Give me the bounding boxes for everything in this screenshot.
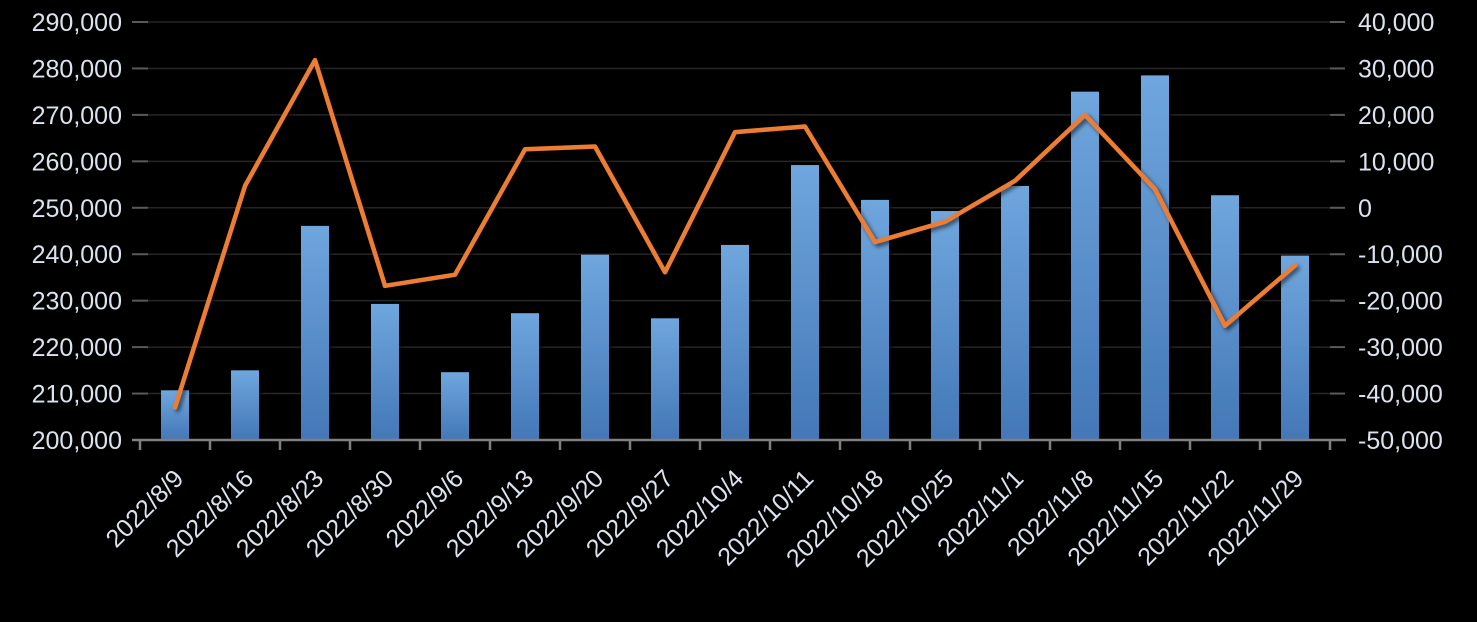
y-axis-left-label: 230,000 bbox=[32, 288, 122, 316]
bar-2022/11/29[interactable] bbox=[1281, 255, 1309, 440]
bar-2022/9/13[interactable] bbox=[511, 313, 539, 440]
y-axis-left-label: 290,000 bbox=[32, 9, 122, 37]
bar-2022/9/20[interactable] bbox=[581, 254, 609, 440]
y-axis-right-label: 40,000 bbox=[1358, 9, 1434, 37]
y-axis-left-label: 220,000 bbox=[32, 334, 122, 362]
bar-2022/8/30[interactable] bbox=[371, 303, 399, 440]
bar-2022/11/8[interactable] bbox=[1071, 91, 1099, 441]
bar-2022/9/27[interactable] bbox=[651, 318, 679, 440]
y-axis-right-label: 10,000 bbox=[1358, 148, 1434, 176]
y-axis-right-label: -30,000 bbox=[1358, 334, 1443, 362]
bar-2022/11/15[interactable] bbox=[1141, 75, 1169, 441]
y-axis-left-label: 280,000 bbox=[32, 55, 122, 83]
bar-2022/8/23[interactable] bbox=[301, 225, 329, 440]
bar-2022/10/4[interactable] bbox=[721, 244, 749, 440]
y-axis-left-label: 260,000 bbox=[32, 148, 122, 176]
bar-2022/8/16[interactable] bbox=[231, 370, 259, 440]
bar-2022/10/11[interactable] bbox=[791, 165, 819, 440]
bar-2022/11/1[interactable] bbox=[1001, 185, 1029, 440]
y-axis-left-label: 200,000 bbox=[32, 427, 122, 455]
y-axis-right-label: 0 bbox=[1358, 195, 1372, 223]
y-axis-right-label: -20,000 bbox=[1358, 288, 1443, 316]
y-axis-left-label: 250,000 bbox=[32, 195, 122, 223]
bar-2022/10/18[interactable] bbox=[861, 199, 889, 440]
y-axis-right-label: -10,000 bbox=[1358, 241, 1443, 269]
y-axis-left-label: 210,000 bbox=[32, 381, 122, 409]
y-axis-right-label: -40,000 bbox=[1358, 381, 1443, 409]
y-axis-left-label: 270,000 bbox=[32, 102, 122, 130]
y-axis-right-label: 20,000 bbox=[1358, 102, 1434, 130]
bar-2022/9/6[interactable] bbox=[441, 372, 469, 440]
y-axis-left-label: 240,000 bbox=[32, 241, 122, 269]
y-axis-right-label: 30,000 bbox=[1358, 55, 1434, 83]
bar-2022/8/9[interactable] bbox=[161, 390, 189, 440]
y-axis-right-label: -50,000 bbox=[1358, 427, 1443, 455]
line-series-path[interactable] bbox=[172, 57, 1298, 410]
bar-2022/10/25[interactable] bbox=[931, 211, 959, 440]
